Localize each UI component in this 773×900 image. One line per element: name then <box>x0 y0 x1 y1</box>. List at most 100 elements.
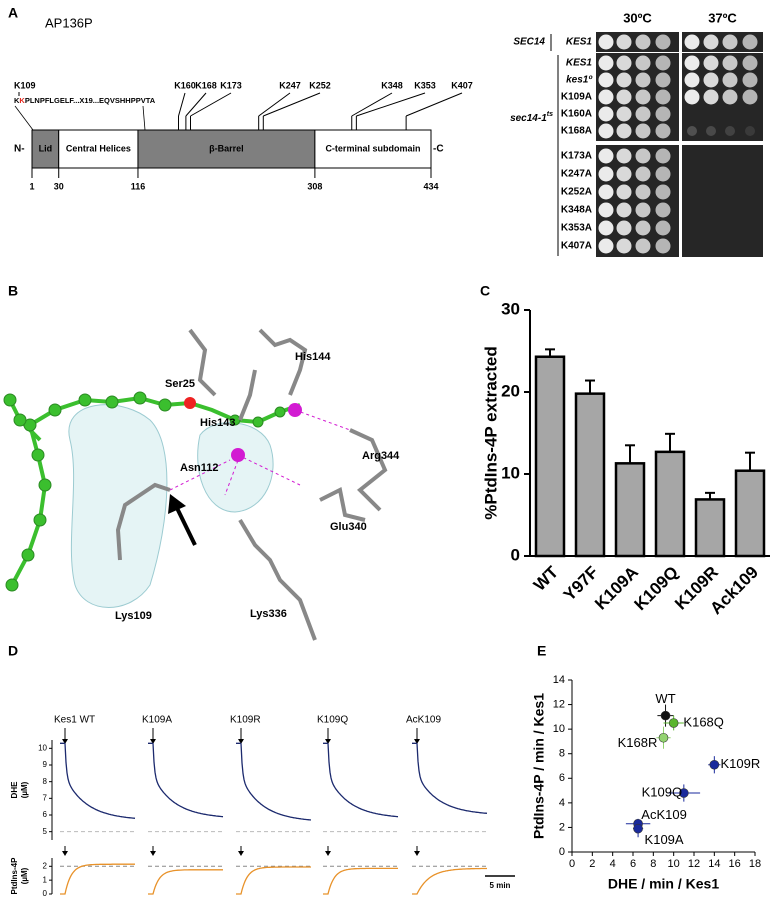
point-label: AcK109 <box>641 807 687 822</box>
hbond <box>224 454 241 496</box>
yeast-spot <box>684 89 700 105</box>
construct-name: AP136P <box>45 15 93 30</box>
temperature: 30ºC <box>623 10 652 25</box>
injection-arrow-head <box>325 851 331 856</box>
yeast-spot <box>655 123 671 139</box>
domain-label: Lid <box>39 143 53 153</box>
injection-arrow-head <box>414 851 420 856</box>
site-label: K160 <box>174 80 196 90</box>
boundary-label: 434 <box>423 181 438 191</box>
y-tick-label: 0 <box>511 545 520 564</box>
y-tick-label: 12 <box>553 698 565 710</box>
x-tick-label: 6 <box>630 858 636 870</box>
site-line <box>190 92 232 117</box>
yeast-spot <box>616 148 632 164</box>
x-tick-label: 4 <box>610 858 616 870</box>
trace-title: AcK109 <box>406 715 441 726</box>
point-label: K168Q <box>683 714 723 729</box>
ligand-atoms <box>3 391 286 592</box>
strain-label: sec14-1ts <box>510 111 553 124</box>
yeast-spot <box>598 55 614 71</box>
strain-row-label: K348A <box>561 205 592 216</box>
injection-arrow-head <box>325 739 331 744</box>
y-tick-label: 9 <box>43 760 48 769</box>
structure-render <box>3 328 388 641</box>
data-point <box>633 823 643 834</box>
yeast-spot <box>616 184 632 200</box>
zoom-line <box>14 105 34 131</box>
injection-arrow-head <box>414 739 420 744</box>
strain-row-label: K173A <box>561 151 592 162</box>
site-line <box>356 92 426 117</box>
oxygen <box>184 397 196 409</box>
yeast-spot <box>722 72 738 88</box>
yeast-spot <box>703 89 719 105</box>
trace-title: K109R <box>230 715 261 726</box>
bar <box>694 498 726 558</box>
yeast-spot <box>598 123 614 139</box>
yeast-spot <box>616 220 632 236</box>
sequence-part: PLNPFLGELF...X19...EQVSHHPPVTA <box>25 96 156 105</box>
c-terminus: -C <box>433 144 444 155</box>
y-tick-label: 8 <box>559 748 565 760</box>
y-tick-label: 5 <box>43 827 48 836</box>
residue-label: Ser25 <box>165 378 195 390</box>
point-label: K168R <box>618 735 658 750</box>
yeast-spot <box>655 106 671 122</box>
residue-label: Lys109 <box>115 610 152 622</box>
x-tick-label: 8 <box>650 858 656 870</box>
injection-arrow-head <box>150 851 156 856</box>
yeast-spot <box>655 184 671 200</box>
yeast-spot <box>722 89 738 105</box>
site-label: K109 <box>14 80 36 90</box>
site-label: K252 <box>309 80 331 90</box>
y-tick-label: 6 <box>559 772 565 784</box>
yeast-spot <box>616 106 632 122</box>
yeast-spot <box>722 34 738 50</box>
axis-label-line: (µM) <box>20 867 29 884</box>
y-tick-label: 20 <box>501 381 520 400</box>
temperature: 37ºC <box>708 10 737 25</box>
yeast-spot <box>635 89 651 105</box>
yeast-spot <box>598 202 614 218</box>
x-tick-label: 18 <box>749 858 761 870</box>
data-point <box>658 732 669 743</box>
yeast-spot <box>616 89 632 105</box>
x-axis-label: DHE / min / Kes1 <box>608 876 719 892</box>
point-label: K109R <box>720 756 760 771</box>
boundary-label: 1 <box>29 181 34 191</box>
y2-tick-label: 1 <box>43 875 48 884</box>
bar <box>574 392 606 558</box>
strain-superscript: ts <box>547 111 553 118</box>
yeast-spot <box>598 238 614 254</box>
yeast-spot <box>684 72 700 88</box>
x-tick-label: 10 <box>668 858 680 870</box>
y2-tick-label: 0 <box>43 889 48 898</box>
yeast-spot <box>655 220 671 236</box>
residue-label: His144 <box>295 351 331 363</box>
bar <box>534 355 566 558</box>
injection-arrow-head <box>238 739 244 744</box>
site-label: K168 <box>195 80 217 90</box>
residue-label: Glu340 <box>330 521 367 533</box>
x-tick-label: WT <box>530 562 563 595</box>
yeast-spot <box>616 34 632 50</box>
panel-letter: B <box>8 283 18 299</box>
point-label: WT <box>655 691 675 706</box>
yeast-spot <box>703 72 719 88</box>
yeast-spot <box>616 166 632 182</box>
y-tick-label: 30 <box>501 299 520 318</box>
yeast-spot <box>635 34 651 50</box>
yeast-spot <box>655 89 671 105</box>
yeast-spot <box>684 55 700 71</box>
yeast-spot <box>655 166 671 182</box>
y-tick-label: 8 <box>43 777 48 786</box>
yeast-spot <box>742 55 758 71</box>
yeast-spot <box>635 72 651 88</box>
surface-blob <box>68 404 168 608</box>
y-tick-label: 4 <box>559 797 565 809</box>
yeast-spot <box>655 72 671 88</box>
sequence-part: K <box>14 96 20 105</box>
panel-letter: E <box>537 643 546 659</box>
